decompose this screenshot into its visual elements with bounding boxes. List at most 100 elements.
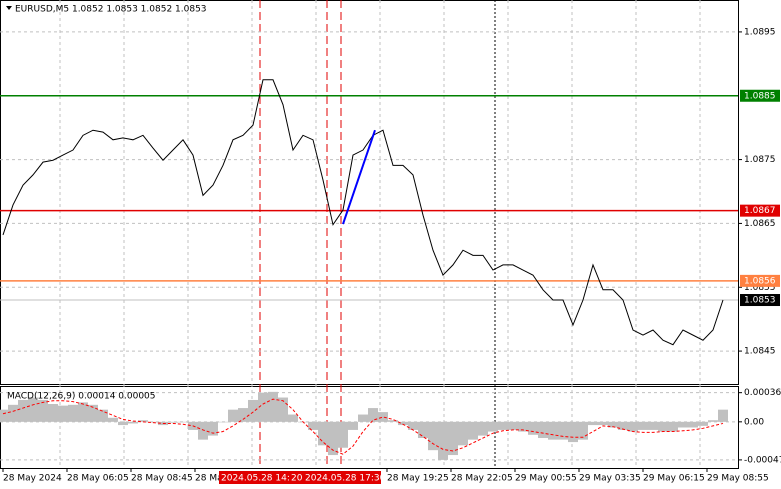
histogram-bar	[718, 409, 728, 422]
histogram-bar	[128, 421, 138, 424]
histogram-bar	[628, 421, 638, 432]
histogram-bar	[8, 404, 18, 422]
histogram-bar	[258, 392, 268, 422]
histogram-bar	[468, 421, 478, 440]
y-tick-label: 0.00	[744, 417, 764, 427]
histogram-bar	[678, 421, 688, 428]
title-arrow	[6, 6, 12, 10]
histogram-bar	[498, 421, 508, 430]
macd-title: MACD(12,26,9) 0.00014 0.00005	[7, 392, 156, 402]
histogram-bar	[578, 421, 588, 440]
histogram-bar	[688, 421, 698, 428]
histogram-bar	[118, 421, 128, 426]
trend-line	[342, 129, 376, 225]
histogram-bar	[48, 404, 58, 422]
level-label-bg	[740, 204, 780, 217]
x-tick-label: 28 Ma	[195, 474, 223, 484]
histogram-bar	[408, 421, 418, 430]
histogram-bar	[568, 421, 578, 443]
histogram-bar	[28, 397, 38, 422]
histogram-bar	[708, 420, 718, 422]
histogram-bar	[478, 421, 488, 436]
macd-frame	[0, 386, 739, 469]
level-label: 1.0885	[744, 91, 776, 101]
level-label-bg	[740, 274, 780, 287]
histogram-bar	[98, 409, 108, 422]
histogram-bar	[268, 391, 278, 422]
marker-label: 2024.05.28 17:30	[305, 474, 386, 484]
level-label: 1.0853	[744, 296, 776, 306]
histogram-bar	[148, 421, 158, 423]
histogram-bar	[68, 404, 78, 422]
level-label: 1.0867	[744, 206, 776, 216]
histogram-bar	[138, 420, 148, 422]
histogram-bar	[608, 421, 618, 428]
histogram-bar	[168, 421, 178, 423]
histogram-bar	[178, 421, 188, 423]
y-tick-label: 1.0865	[744, 219, 776, 229]
signal-line	[2, 398, 724, 455]
histogram-bar	[508, 421, 518, 430]
y-tick-label: 1.0875	[744, 155, 776, 165]
x-tick-label: 28 May 2024	[3, 474, 62, 484]
histogram-bar	[238, 408, 248, 422]
histogram-bar	[618, 421, 628, 430]
histogram-bar	[428, 421, 438, 451]
x-tick-label: 29 May 03:35	[579, 474, 641, 484]
markers	[259, 0, 496, 468]
histogram-bar	[318, 421, 328, 446]
histogram-bar	[698, 421, 708, 426]
histogram-bar	[448, 421, 458, 456]
histogram-bar	[488, 421, 498, 432]
histogram-bar	[638, 421, 648, 430]
histogram-bar	[18, 399, 28, 422]
histogram-bar	[588, 421, 598, 426]
x-tick-label: 29 May 00:55	[515, 474, 577, 484]
x-tick-label: 29 May 08:55	[707, 474, 769, 484]
histogram-bar	[218, 421, 228, 423]
histogram-bar	[328, 421, 338, 456]
histogram-bar	[528, 421, 538, 435]
histogram-bar	[288, 414, 298, 422]
histogram-bar	[668, 421, 678, 432]
main-frame	[0, 0, 739, 385]
x-tick-label: 28 May 08:45	[131, 474, 193, 484]
marker-label-bg	[303, 471, 381, 484]
y-tick-label: 1.0855	[744, 283, 776, 293]
histogram-bar	[438, 421, 448, 460]
histogram-bar	[548, 421, 558, 440]
histogram-bar	[0, 409, 8, 422]
histogram-bar	[308, 421, 318, 430]
histogram-bar	[108, 417, 118, 422]
histogram-bar	[368, 408, 378, 422]
histogram-bar	[248, 399, 258, 422]
histogram-bar	[388, 420, 398, 422]
histogram-bar	[208, 421, 218, 436]
histogram-bar	[78, 402, 88, 422]
y-tick-label: 0.00036	[744, 388, 781, 398]
x-tick-label: 28 May 06:05	[67, 474, 129, 484]
histogram-bar	[228, 409, 238, 422]
histogram-bar	[58, 405, 68, 422]
histogram-bar	[198, 421, 208, 440]
y-tick-label: 1.0895	[744, 27, 776, 37]
histogram-bar	[398, 421, 408, 426]
histogram-bar	[378, 412, 388, 422]
x-tick-label: 28 May 22:05	[451, 474, 513, 484]
histogram-bar	[278, 397, 288, 422]
level-label-bg	[740, 294, 780, 307]
histogram-bar	[88, 404, 98, 422]
histogram-bar	[458, 421, 468, 446]
price-line	[2, 79, 724, 346]
histogram-bar	[338, 421, 348, 448]
chart-title: EURUSD,M5 1.0852 1.0853 1.0852 1.0853	[15, 5, 207, 15]
histogram-bar	[358, 414, 368, 422]
x-tick-label: 28 May 19:25	[387, 474, 449, 484]
marker-label: 20	[291, 474, 303, 484]
y-tick-label: 1.0845	[744, 347, 776, 357]
histogram-bar	[558, 421, 568, 440]
marker-label-bg	[289, 471, 303, 484]
histogram-bar	[598, 421, 608, 426]
histogram-bar	[418, 421, 428, 439]
